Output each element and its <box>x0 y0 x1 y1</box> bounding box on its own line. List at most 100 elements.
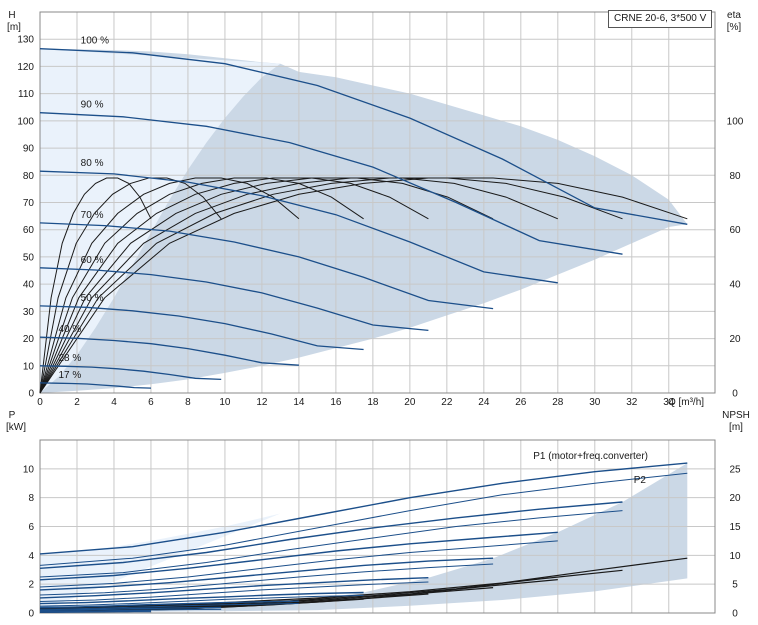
y-tick-label: 20 <box>23 334 35 345</box>
y-tick-label: 120 <box>17 62 34 73</box>
p1-curve <box>39 591 364 605</box>
p1-curve <box>39 462 688 555</box>
y-tick-label: 10 <box>23 464 35 475</box>
p1-curve <box>39 557 494 591</box>
efficiency-curve <box>39 177 364 394</box>
p2-curve <box>39 540 558 588</box>
head-curve <box>39 222 494 310</box>
y2-tick-label: 20 <box>729 493 741 504</box>
y-tick-label: 10 <box>23 361 35 372</box>
p2-curve <box>39 581 429 602</box>
head-efficiency-plot: 100 %90 %80 %70 %60 %50 %40 %28 %17 %0 2 4… <box>7 10 744 408</box>
y2-tick-label: 25 <box>729 464 741 475</box>
p2-curve <box>39 603 299 610</box>
x-tick-label: 34 <box>663 397 675 408</box>
y2-axis-unit: [m] <box>729 422 743 433</box>
plot-frame <box>39 11 716 394</box>
head-curve <box>39 170 558 284</box>
y-tick-label: 50 <box>23 252 35 263</box>
y-tick-label: 90 <box>23 144 35 155</box>
x-tick-label: 8 <box>185 397 191 408</box>
npsh-curve <box>39 557 688 609</box>
p1-curve <box>39 606 222 612</box>
head-curve <box>39 48 688 225</box>
p2-curve <box>39 510 623 578</box>
y2-tick-label: 100 <box>727 116 744 127</box>
speed-label: 100 % <box>81 36 109 47</box>
efficiency-curve <box>39 177 688 394</box>
x-tick-label: 26 <box>515 397 527 408</box>
y-axis-label: H <box>8 10 15 21</box>
x-tick-label: 0 <box>37 397 43 408</box>
x-tick-label: 16 <box>330 397 342 408</box>
speed-label: 40 % <box>58 324 81 335</box>
efficiency-curve <box>39 177 300 394</box>
x-tick-label: 18 <box>367 397 379 408</box>
head-curve <box>39 365 222 381</box>
y2-tick-label: 40 <box>729 280 741 291</box>
y2-tick-label: 10 <box>729 551 741 562</box>
x-tick-label: 12 <box>256 397 268 408</box>
x-tick-label: 24 <box>478 397 490 408</box>
speed-label: 80 % <box>81 158 104 169</box>
y-tick-label: 2 <box>28 580 34 591</box>
efficiency-curve <box>39 177 429 394</box>
p1-curve <box>39 610 152 613</box>
speed-label: 50 % <box>81 293 104 304</box>
x-tick-label: 32 <box>626 397 638 408</box>
y2-axis-label: eta <box>727 10 741 21</box>
y-axis-label: P <box>9 410 16 421</box>
y-tick-label: 130 <box>17 35 34 46</box>
y2-tick-label: 15 <box>729 522 741 533</box>
p1-curve <box>39 531 558 581</box>
p1-curve <box>39 600 299 609</box>
y-tick-label: 0 <box>28 609 34 620</box>
p2-curve <box>39 594 364 607</box>
head-curve <box>39 112 623 255</box>
p2-annotation: P2 <box>634 475 647 486</box>
x-tick-label: 6 <box>148 397 154 408</box>
p2-curve <box>39 563 494 596</box>
y-axis-unit: [kW] <box>6 422 26 433</box>
y-tick-label: 40 <box>23 280 35 291</box>
y2-tick-label: 5 <box>732 580 738 591</box>
y2-tick-label: 80 <box>729 171 741 182</box>
low-speed-region <box>40 48 281 393</box>
y-tick-label: 4 <box>28 551 34 562</box>
speed-label: 17 % <box>58 370 81 381</box>
y-tick-label: 70 <box>23 198 35 209</box>
y2-tick-label: 20 <box>729 334 741 345</box>
y2-axis-label: NPSH <box>722 410 750 421</box>
y2-tick-label: 0 <box>732 389 738 400</box>
efficiency-curve <box>39 177 222 394</box>
y2-tick-label: 60 <box>729 225 741 236</box>
y-tick-label: 0 <box>28 389 34 400</box>
efficiency-curve <box>39 177 623 394</box>
y-tick-label: 60 <box>23 225 35 236</box>
speed-label: 90 % <box>81 100 104 111</box>
x-tick-label: 2 <box>74 397 80 408</box>
p1-curve <box>39 577 429 599</box>
x-tick-label: 4 <box>111 397 117 408</box>
head-curve <box>39 305 364 351</box>
y-tick-label: 100 <box>17 116 34 127</box>
y-tick-label: 8 <box>28 493 34 504</box>
power-npsh-plot: 0 2 4 6 8 10 0 5 10 15 20 25 P[kW] NPSH[m] P1 (motor+f… <box>6 410 750 620</box>
p1-curve <box>39 501 623 569</box>
x-tick-label: 10 <box>219 397 231 408</box>
y-tick-label: 30 <box>23 307 35 318</box>
power-operating-region <box>40 463 688 612</box>
y-tick-label: 110 <box>18 89 34 100</box>
speed-label: 28 % <box>58 353 81 364</box>
x-tick-label: 30 <box>589 397 601 408</box>
head-curve <box>39 336 299 366</box>
x-tick-label: 22 <box>441 397 453 408</box>
efficiency-curve <box>39 177 494 394</box>
x-axis-label: Q [m³/h] <box>668 397 704 408</box>
x-tick-label: 20 <box>404 397 416 408</box>
y-axis-unit: [m] <box>7 22 21 33</box>
p1-annotation: P1 (motor+freq.converter) <box>533 451 648 462</box>
pump-model-label: CRNE 20-6, 3*500 V <box>608 10 713 28</box>
head-curve <box>39 267 429 332</box>
